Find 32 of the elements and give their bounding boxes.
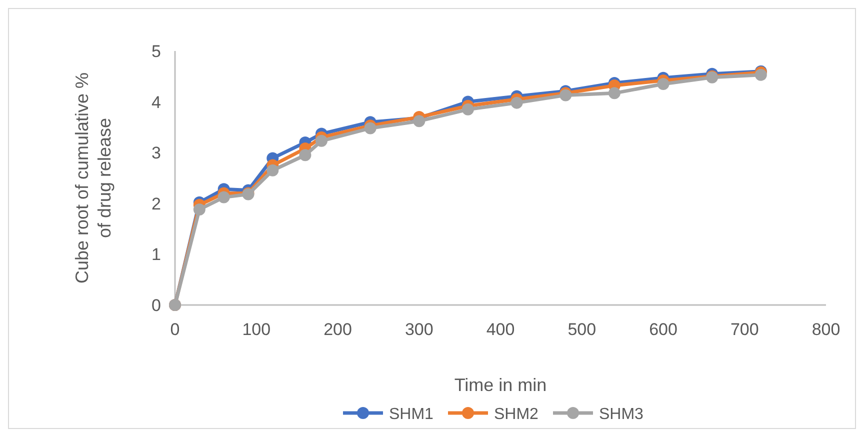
x-tick-label: 200	[324, 320, 352, 339]
point	[657, 78, 670, 90]
y-tick-label: 3	[152, 144, 161, 163]
legend-label: SHM3	[599, 406, 644, 423]
y-tick-label: 2	[152, 194, 161, 214]
point	[413, 115, 426, 128]
x-tick-label: 0	[170, 320, 180, 339]
y-tick-label: 5	[152, 42, 161, 61]
point	[193, 203, 206, 216]
x-tick-label: 400	[486, 320, 515, 339]
x-tick-label: 500	[568, 320, 596, 339]
y-tick-label: 4	[152, 92, 161, 112]
y-tick-label: 1	[152, 245, 161, 264]
point	[462, 103, 474, 116]
x-tick-label: 700	[730, 320, 759, 339]
point	[608, 87, 620, 100]
legend-label: SHM1	[389, 406, 434, 423]
point	[754, 68, 767, 81]
point	[364, 122, 376, 134]
point	[266, 164, 279, 176]
point	[299, 149, 312, 162]
x-axis-title: Time in min	[454, 375, 547, 395]
x-tick-label: 100	[242, 320, 271, 339]
y-axis-title: Cube root of cumulative % of drug release	[72, 72, 115, 284]
y-tick-label: 0	[152, 296, 161, 315]
x-tick-label: 800	[812, 320, 840, 339]
x-tick-label: 300	[404, 320, 434, 339]
point	[315, 134, 328, 147]
point	[510, 96, 523, 109]
point	[218, 191, 230, 204]
legend-label: SHM2	[494, 406, 539, 423]
x-tick-label: 600	[649, 320, 678, 339]
